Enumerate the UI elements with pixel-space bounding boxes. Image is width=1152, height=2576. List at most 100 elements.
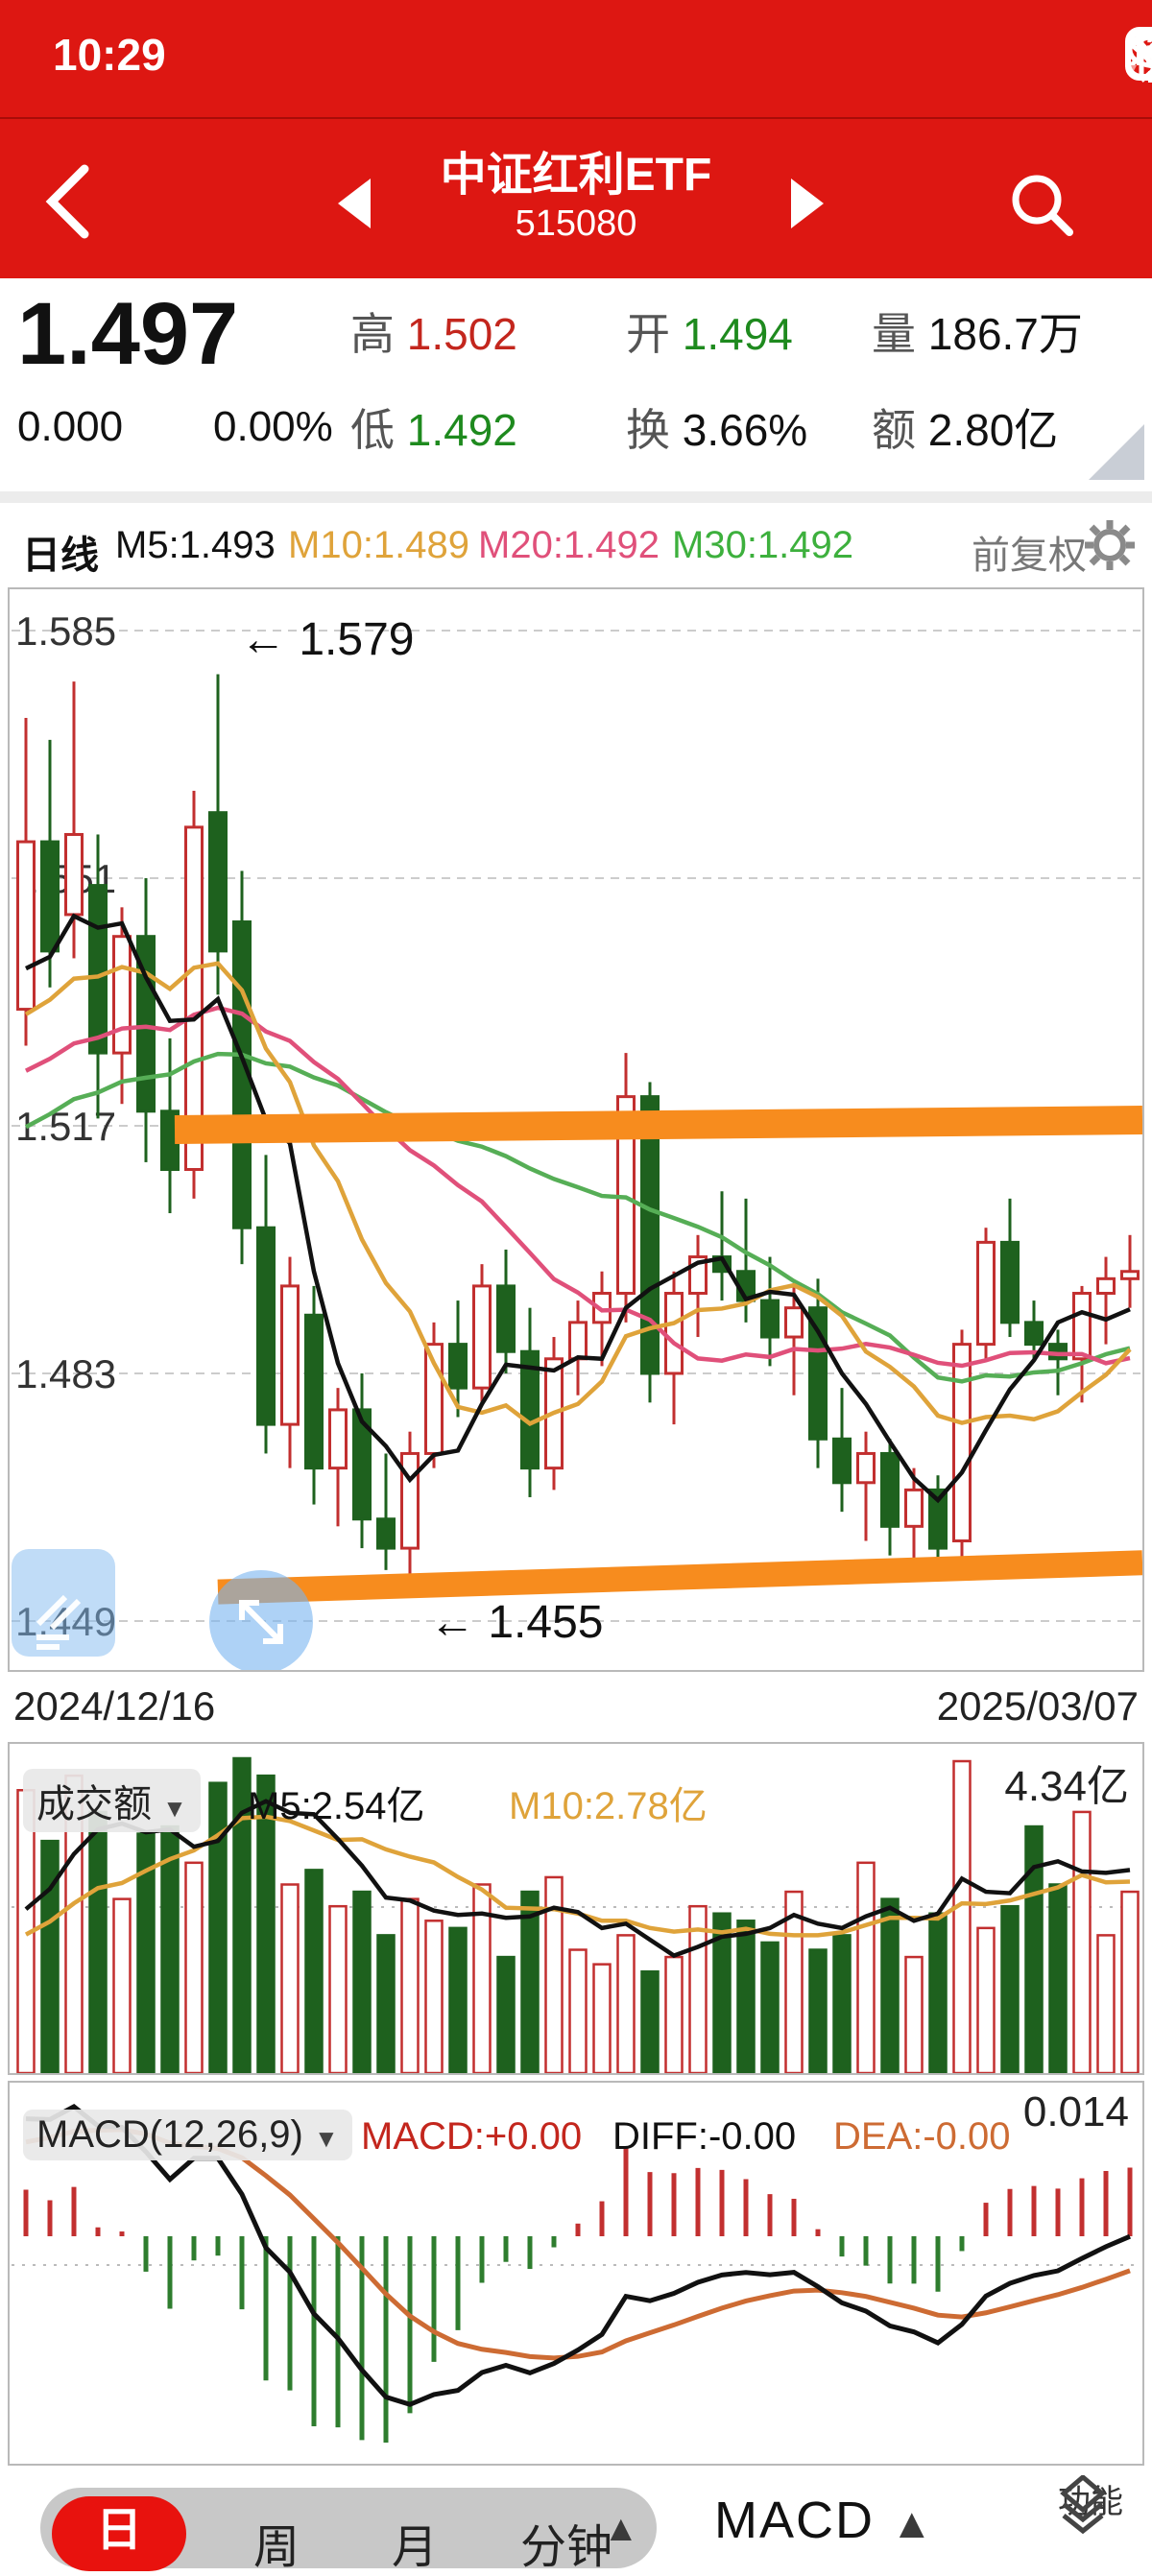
volume-bar[interactable]	[472, 1883, 492, 2073]
candle[interactable]	[256, 1226, 276, 1426]
volume-bar[interactable]	[232, 1756, 252, 2073]
volume-bar[interactable]	[424, 1920, 444, 2073]
volume-bar[interactable]	[376, 1934, 396, 2073]
volume-bar[interactable]	[40, 1839, 60, 2073]
candle[interactable]	[1024, 1321, 1044, 1347]
back-icon[interactable]	[35, 163, 102, 240]
volume-bar[interactable]	[736, 1920, 756, 2073]
volume-bar[interactable]	[1072, 1810, 1092, 2073]
volume-bar[interactable]	[1048, 1883, 1068, 2073]
volume-bar[interactable]	[88, 1810, 108, 2073]
volume-bar[interactable]	[544, 1875, 564, 2073]
candle[interactable]	[856, 1451, 876, 1485]
search-icon[interactable]	[1006, 169, 1079, 242]
macd-indicator-selector[interactable]: MACD(12,26,9) ▼	[23, 2110, 352, 2160]
next-stock-icon[interactable]	[791, 179, 824, 228]
volume-bar[interactable]	[664, 1955, 684, 2073]
expand-corner-icon[interactable]	[1089, 424, 1144, 480]
volume-bar[interactable]	[832, 1934, 852, 2073]
gear-icon[interactable]	[1083, 518, 1137, 572]
tab-minute[interactable]: 分钟	[520, 2522, 613, 2573]
volume-bar[interactable]	[328, 1904, 348, 2073]
candle[interactable]	[352, 1408, 372, 1521]
candle[interactable]	[208, 811, 228, 953]
functions-button[interactable]: 功能	[1052, 2475, 1129, 2535]
macd-panel[interactable]: MACD(12,26,9) ▼ MACD:+0.00 DIFF:-0.00 DE…	[8, 2081, 1144, 2466]
candle[interactable]	[280, 1284, 300, 1426]
tab-day[interactable]: 日	[52, 2496, 186, 2571]
volume-bar[interactable]	[184, 1861, 204, 2073]
candle[interactable]	[64, 832, 84, 917]
volume-bar[interactable]	[880, 1897, 900, 2073]
volume-bar[interactable]	[304, 1869, 324, 2073]
volume-bar[interactable]	[256, 1774, 276, 2073]
volume-bar[interactable]	[568, 1948, 588, 2073]
candle[interactable]	[1000, 1240, 1020, 1324]
candle[interactable]	[16, 840, 36, 1012]
candle[interactable]	[448, 1343, 468, 1390]
volume-bar[interactable]	[448, 1926, 468, 2073]
volume-indicator-selector[interactable]: 成交额 ▼	[23, 1769, 201, 1832]
volume-bar[interactable]	[616, 1934, 636, 2073]
volume-bar[interactable]	[208, 1781, 228, 2073]
volume-bar[interactable]	[760, 1941, 780, 2073]
volume-bar[interactable]	[1024, 1825, 1044, 2073]
volume-bar[interactable]	[904, 1955, 924, 2073]
volume-bar[interactable]	[856, 1861, 876, 2073]
candle[interactable]	[88, 884, 108, 1055]
volume-bar[interactable]	[976, 1926, 996, 2073]
candle[interactable]	[40, 840, 60, 953]
volume-bar[interactable]	[496, 1955, 516, 2073]
candle[interactable]	[328, 1408, 348, 1470]
volume-bar[interactable]	[112, 1897, 132, 2073]
candle[interactable]	[304, 1313, 324, 1470]
candle[interactable]	[928, 1488, 948, 1550]
volume-bar[interactable]	[928, 1912, 948, 2073]
candle[interactable]	[640, 1095, 660, 1375]
volume-bar[interactable]	[400, 1897, 420, 2073]
candle[interactable]	[976, 1240, 996, 1347]
volume-bar[interactable]	[520, 1890, 540, 2073]
adjust-mode-label[interactable]: 前复权	[972, 535, 1087, 577]
candle[interactable]	[880, 1451, 900, 1528]
tab-week[interactable]: 周	[253, 2522, 300, 2573]
minute-arrow-icon[interactable]: ▲	[603, 2509, 639, 2549]
amount-label: 额	[872, 405, 916, 455]
volume-bar[interactable]	[640, 1969, 660, 2073]
candle[interactable]	[520, 1349, 540, 1470]
candle[interactable]	[1096, 1276, 1116, 1296]
volume-bar[interactable]	[592, 1963, 612, 2073]
candle[interactable]	[184, 825, 204, 1172]
candle[interactable]	[472, 1284, 492, 1390]
volume-bar[interactable]	[1000, 1904, 1020, 2073]
candle[interactable]	[1120, 1270, 1140, 1280]
candle[interactable]	[376, 1517, 396, 1550]
candle[interactable]	[760, 1299, 780, 1339]
volume-bar[interactable]	[712, 1912, 732, 2073]
volume-bar[interactable]	[352, 1890, 372, 2073]
prev-stock-icon[interactable]	[338, 179, 371, 228]
volume-bar[interactable]	[952, 1759, 972, 2073]
volume-bar[interactable]	[808, 1948, 828, 2073]
volume-bar[interactable]	[280, 1883, 300, 2073]
volume-bar[interactable]	[1120, 1890, 1140, 2073]
candle[interactable]	[784, 1306, 804, 1339]
candle[interactable]	[400, 1451, 420, 1550]
candle[interactable]	[568, 1321, 588, 1361]
candle[interactable]	[904, 1488, 924, 1528]
candle[interactable]	[496, 1284, 516, 1353]
candle[interactable]	[136, 935, 156, 1113]
volume-panel[interactable]: 成交额 ▼ M5:2.54亿 M10:2.78亿 4.34亿	[8, 1742, 1144, 2075]
candle[interactable]	[832, 1437, 852, 1485]
volume-plot[interactable]	[10, 1744, 1142, 2073]
indicator-switch-button[interactable]: MACD ▲	[714, 2492, 935, 2549]
quote-section[interactable]: 1.497 0.000 0.00% 高 1.502 开 1.494 量 186.…	[0, 278, 1152, 491]
candle[interactable]	[664, 1292, 684, 1375]
candle[interactable]	[112, 935, 132, 1055]
tab-month[interactable]: 月	[392, 2522, 439, 2573]
volume-bar[interactable]	[1096, 1934, 1116, 2073]
candle[interactable]	[952, 1343, 972, 1543]
candle[interactable]	[1072, 1292, 1092, 1361]
